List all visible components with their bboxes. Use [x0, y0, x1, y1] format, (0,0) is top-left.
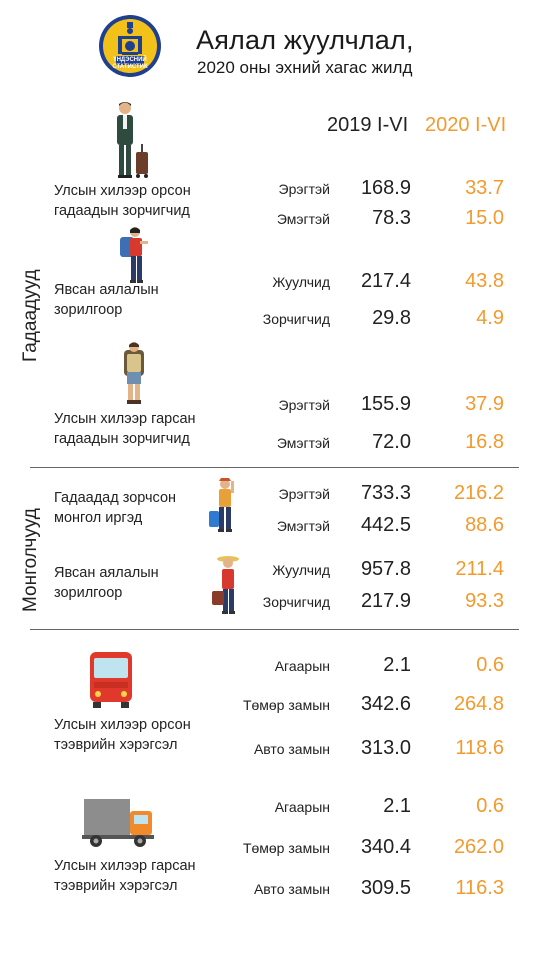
group-label-mongol-out: Гадаадад зорчсон монгол иргэд [54, 488, 176, 528]
value-2020: 37.9 [465, 393, 504, 415]
value-2020: 15.0 [465, 207, 504, 229]
businessman-icon [117, 102, 148, 178]
value-2020: 88.6 [465, 514, 504, 536]
group-label-line: Улсын хилээр гарсан [54, 858, 196, 874]
row-label: Агаарын [274, 799, 330, 815]
logo-text-top: ҮНДЭСНИЙ [113, 57, 147, 63]
bus-icon [90, 652, 132, 708]
row-label: Эмэгтэй [276, 518, 330, 534]
group-label-line: Гадаадад зорчсон [54, 490, 177, 506]
row-label: Жуулчид [272, 562, 330, 578]
value-2020: 43.8 [465, 270, 504, 292]
group-label-line: зорилгоор [54, 585, 123, 601]
group-label-foreign-out: Улсын хилээр гарсан гадаадын зорчигчид [54, 409, 196, 449]
group-label-mongol-purpose: Явсан аялалын зорилгоор [54, 563, 159, 603]
backpacker-icon [120, 227, 148, 283]
page-subtitle: 2020 оны эхний хагас жилд [197, 58, 413, 77]
value-2020: 216.2 [453, 482, 504, 504]
page-title: Аялал жуулчлал, [196, 25, 414, 55]
row-label: Эрэгтэй [278, 397, 330, 413]
row-label: Авто замын [253, 881, 330, 897]
group-label-line: тээврийн хэрэгсэл [54, 737, 178, 753]
value-2019: 72.0 [372, 431, 411, 453]
group-label-foreign-purpose: Явсан аялалын зорилгоор [54, 280, 159, 320]
group-label-line: Улсын хилээр орсон [54, 717, 191, 733]
value-2020: 0.6 [476, 795, 504, 817]
traveler-man-illustration [108, 100, 152, 182]
value-2020: 4.9 [476, 307, 504, 329]
group-label-vehicles-out: Улсын хилээр гарсан тээврийн хэрэгсэл [54, 856, 196, 896]
value-2020: 116.3 [455, 877, 504, 899]
value-2020: 118.6 [455, 737, 504, 759]
group-label-line: гадаадын зорчигчид [54, 203, 190, 219]
row-label: Авто замын [253, 741, 330, 757]
value-2019: 155.9 [360, 393, 411, 415]
group-label-line: Явсан аялалын [54, 565, 159, 581]
side-label-foreigners: Гадаадууд [20, 269, 41, 362]
value-2020: 16.8 [465, 431, 504, 453]
group-label-vehicles-in: Улсын хилээр орсон тээврийн хэрэгсэл [54, 715, 191, 755]
side-label-mongolians: Монголчууд [20, 508, 41, 612]
value-2020: 262.0 [453, 836, 504, 858]
mongol-tourist-illustration [210, 553, 246, 619]
group-label-line: монгол иргэд [54, 510, 143, 526]
value-2019: 217.4 [360, 270, 411, 292]
waving-traveler-icon [209, 478, 234, 532]
value-2019: 168.9 [360, 177, 411, 199]
row-label: Зорчигчид [262, 311, 330, 327]
value-2020: 93.3 [465, 590, 504, 612]
value-2019: 217.9 [360, 590, 411, 612]
row-label: Эрэгтэй [278, 486, 330, 502]
truck-illustration [80, 795, 158, 849]
logo-text-bottom: СТАТИСТИК [112, 64, 148, 70]
group-label-foreign-in: Улсын хилээр орсон гадаадын зорчигчид [54, 181, 191, 221]
row-label: Агаарын [274, 658, 330, 674]
group-label-line: Улсын хилээр гарсан [54, 411, 196, 427]
section-divider [30, 629, 519, 630]
row-label: Эрэгтэй [278, 181, 330, 197]
backpacker-woman-illustration [118, 225, 150, 287]
group-label-line: Явсан аялалын [54, 282, 159, 298]
row-label: Эмэгтэй [276, 211, 330, 227]
value-2019: 340.4 [360, 836, 411, 858]
row-label: Жуулчид [272, 274, 330, 290]
value-2019: 78.3 [372, 207, 411, 229]
value-2019: 313.0 [360, 737, 411, 759]
value-2020: 33.7 [465, 177, 504, 199]
value-2019: 2.1 [383, 654, 411, 676]
value-2020: 0.6 [476, 654, 504, 676]
group-label-line: тээврийн хэрэгсэл [54, 878, 178, 894]
nso-emblem-icon [99, 15, 161, 77]
value-2019: 2.1 [383, 795, 411, 817]
column-header-2019: 2019 I-VI [327, 114, 409, 136]
section-divider [30, 467, 519, 468]
value-2019: 957.8 [360, 558, 411, 580]
value-2019: 29.8 [372, 307, 411, 329]
value-2020: 264.8 [453, 693, 504, 715]
value-2019: 342.6 [360, 693, 411, 715]
column-header-2020: 2020 I-VI [425, 114, 507, 136]
mongol-traveler-illustration [207, 477, 243, 537]
value-2019: 442.5 [360, 514, 411, 536]
value-2019: 309.5 [360, 877, 411, 899]
row-label: Төмөр замын [242, 840, 330, 856]
bus-illustration [88, 650, 134, 710]
nso-logo: ҮНДЭСНИЙ СТАТИСТИК [98, 14, 162, 78]
truck-icon [82, 799, 154, 847]
row-label: Зорчигчид [262, 594, 330, 610]
hiker-illustration [118, 340, 150, 406]
group-label-line: гадаадын зорчигчид [54, 431, 190, 447]
row-label: Төмөр замын [242, 697, 330, 713]
hiker-icon [124, 342, 144, 404]
tourist-woman-icon [212, 556, 239, 614]
value-2019: 733.3 [360, 482, 411, 504]
value-2020: 211.4 [455, 558, 504, 580]
group-label-line: Улсын хилээр орсон [54, 183, 191, 199]
row-label: Эмэгтэй [276, 435, 330, 451]
group-label-line: зорилгоор [54, 302, 123, 318]
